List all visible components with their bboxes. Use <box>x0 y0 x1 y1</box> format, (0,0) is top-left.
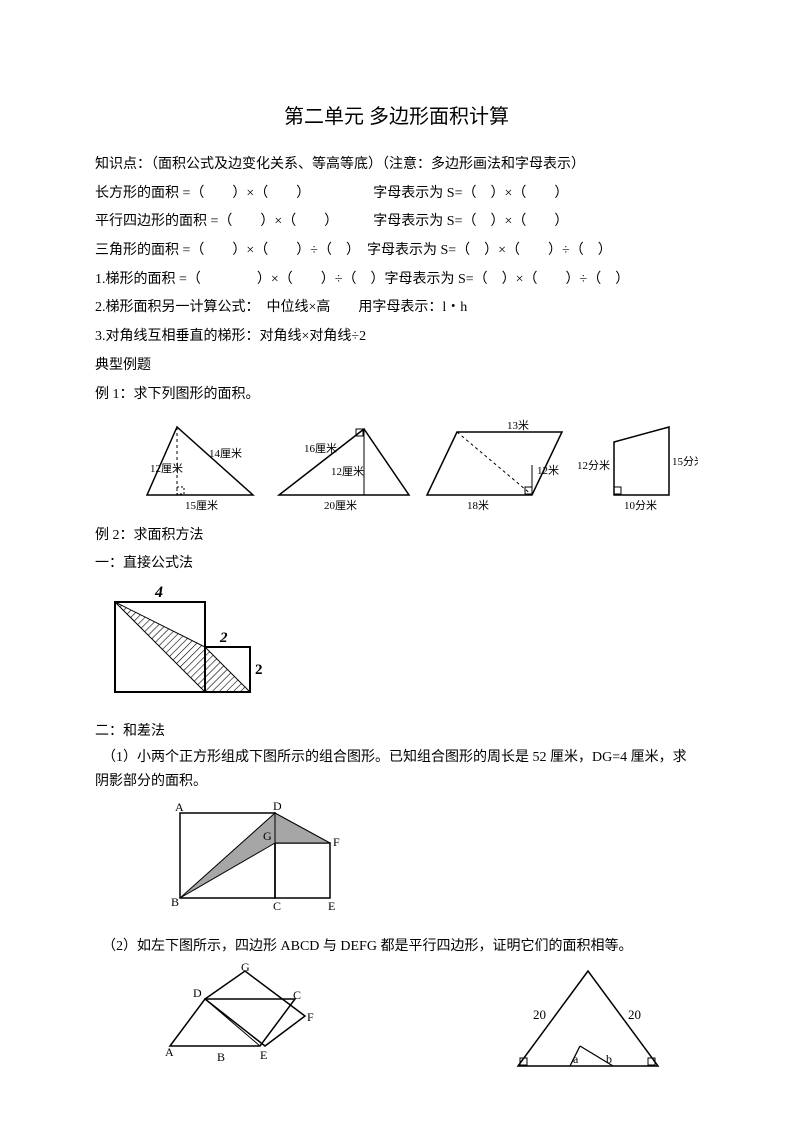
text-line: 三角形的面积 =（ ）×（ ）÷（ ） 字母表示为 S=（ ）×（ ）÷（ ） <box>95 237 698 266</box>
label: F <box>333 835 340 849</box>
label: B <box>171 895 179 909</box>
label: A <box>175 800 184 814</box>
label: 12厘米 <box>331 465 364 478</box>
label: C <box>293 988 301 1002</box>
label: 12米 <box>537 464 559 477</box>
text-line: 典型例题 <box>95 352 698 381</box>
label: D <box>273 799 282 813</box>
figure-two-squares: 4 2 2 <box>95 582 698 712</box>
label: 16厘米 <box>304 442 337 455</box>
label: 20 <box>628 1007 641 1022</box>
text-line: 平行四边形的面积 =（ ）×（ ） 字母表示为 S=（ ）×（ ） <box>95 208 698 237</box>
text-line: 二：和差法 <box>95 718 698 746</box>
text-line: 3.对角线互相垂直的梯形：对角线×对角线÷2 <box>95 323 698 352</box>
figure-triangle-2: 16厘米 12厘米 20厘米 <box>269 417 412 512</box>
label: E <box>260 1048 267 1062</box>
label: A <box>165 1045 174 1059</box>
text-line: 1.梯形的面积 =（ ）×（ ）÷（ ）字母表示为 S=（ ）×（ ）÷（ ） <box>95 266 698 295</box>
label: C <box>273 899 281 913</box>
figure-triangle-1: 12厘米 14厘米 15厘米 <box>135 417 259 512</box>
label: B <box>217 1050 225 1064</box>
label: 15厘米 <box>185 499 218 512</box>
page: 第二单元 多边形面积计算 知识点：（面积公式及边变化关系、等高等底）（注意：多边… <box>0 0 793 1122</box>
label: G <box>241 961 250 974</box>
figure-row-bottom: A B C D E F G 20 20 a b <box>95 961 698 1086</box>
page-title: 第二单元 多边形面积计算 <box>95 100 698 129</box>
label: b <box>606 1052 612 1066</box>
label: 2 <box>219 630 228 646</box>
label: 2 <box>255 662 263 678</box>
text-line: 例 2：求面积方法 <box>95 522 698 550</box>
figure-row-1: 12厘米 14厘米 15厘米 16厘米 12厘米 20厘米 13米 12米 18… <box>135 417 698 512</box>
label: G <box>263 829 272 843</box>
text-line: （2）如左下图所示，四边形 ABCD 与 DEFG 都是平行四边形，证明它们的面… <box>95 933 698 962</box>
figure-trapezoid: 12分米 15分米 10分米 <box>574 417 698 512</box>
label: 10分米 <box>624 499 657 512</box>
label: 18米 <box>467 499 489 512</box>
text-line: 知识点：（面积公式及边变化关系、等高等底）（注意：多边形画法和字母表示） <box>95 151 698 180</box>
text-line: 长方形的面积 =（ ）×（ ） 字母表示为 S=（ ）×（ ） <box>95 180 698 209</box>
label: 15分米 <box>672 455 698 468</box>
figure-composite-squares: A B C D E F G <box>155 798 698 923</box>
label: 14厘米 <box>209 447 242 460</box>
text-line: （1）小两个正方形组成下图所示的组合图形。已知组合图形的周长是 52 厘米，DG… <box>95 746 698 794</box>
figure-isoceles-triangle: 20 20 a b <box>498 961 678 1086</box>
label: 20厘米 <box>324 499 357 512</box>
text-line: 2.梯形面积另一计算公式： 中位线×高 用字母表示：l・h <box>95 294 698 323</box>
text-line: 一：直接公式法 <box>95 550 698 578</box>
label: 13米 <box>507 419 529 432</box>
label: E <box>328 899 335 913</box>
label: 12分米 <box>577 459 610 472</box>
label: 20 <box>533 1007 546 1022</box>
figure-parallelograms-pair: A B C D E F G <box>155 961 345 1086</box>
figure-parallelogram: 13米 12米 18米 <box>422 417 565 512</box>
label: 4 <box>154 584 163 601</box>
label: F <box>307 1010 314 1024</box>
label: 12厘米 <box>150 462 183 475</box>
label: a <box>573 1052 579 1066</box>
text-line: 例 1：求下列图形的面积。 <box>95 381 698 410</box>
label: D <box>193 986 202 1000</box>
